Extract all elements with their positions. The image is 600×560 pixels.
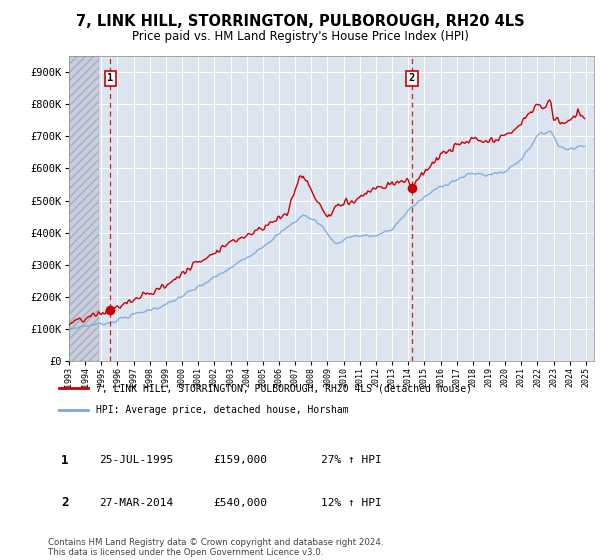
Text: HPI: Average price, detached house, Horsham: HPI: Average price, detached house, Hors…: [95, 405, 348, 415]
Text: £540,000: £540,000: [213, 498, 267, 508]
Text: 1: 1: [61, 454, 68, 467]
Text: Contains HM Land Registry data © Crown copyright and database right 2024.
This d: Contains HM Land Registry data © Crown c…: [48, 538, 383, 557]
Bar: [69, 56, 99, 361]
Text: 2: 2: [409, 73, 415, 83]
Text: 7, LINK HILL, STORRINGTON, PULBOROUGH, RH20 4LS: 7, LINK HILL, STORRINGTON, PULBOROUGH, R…: [76, 14, 524, 29]
Text: 12% ↑ HPI: 12% ↑ HPI: [321, 498, 382, 508]
Text: 2: 2: [61, 496, 68, 510]
Text: 25-JUL-1995: 25-JUL-1995: [99, 455, 173, 465]
Text: 27% ↑ HPI: 27% ↑ HPI: [321, 455, 382, 465]
Text: 7, LINK HILL, STORRINGTON, PULBOROUGH, RH20 4LS (detached house): 7, LINK HILL, STORRINGTON, PULBOROUGH, R…: [95, 383, 472, 393]
Text: £159,000: £159,000: [213, 455, 267, 465]
Text: 27-MAR-2014: 27-MAR-2014: [99, 498, 173, 508]
Text: 1: 1: [107, 73, 113, 83]
Text: Price paid vs. HM Land Registry's House Price Index (HPI): Price paid vs. HM Land Registry's House …: [131, 30, 469, 43]
